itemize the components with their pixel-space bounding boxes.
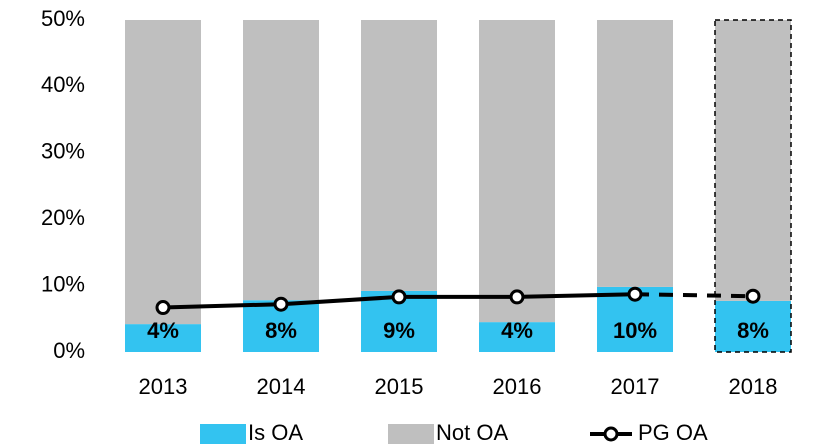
x-tick-label: 2018: [729, 374, 778, 399]
projected-outline: [714, 19, 792, 353]
y-tick-label: 30%: [41, 139, 85, 164]
line-marker: [509, 289, 525, 305]
bar-segment: [715, 20, 791, 301]
bar-segment: [479, 20, 555, 323]
line-marker: [155, 300, 171, 316]
bar-segment: [125, 324, 201, 352]
bar-segment: [243, 20, 319, 301]
bar-segment: [361, 20, 437, 291]
line-series-projected: [634, 292, 754, 299]
data-label: 8%: [737, 318, 769, 343]
bar-segment: [715, 300, 791, 352]
line-marker: [627, 286, 643, 302]
legend-label: Is OA: [248, 420, 303, 445]
bar-segment: [125, 20, 201, 325]
y-tick-label: 20%: [41, 205, 85, 230]
data-label: 10%: [613, 318, 657, 343]
legend-swatch: [200, 424, 246, 444]
line-marker: [391, 289, 407, 305]
data-label: 9%: [383, 318, 415, 343]
legend-label: PG OA: [638, 420, 708, 445]
legend-marker: [603, 426, 619, 442]
data-label: 4%: [501, 318, 533, 343]
x-tick-label: 2015: [375, 374, 424, 399]
y-tick-label: 50%: [41, 6, 85, 31]
y-tick-label: 10%: [41, 271, 85, 296]
data-label: 4%: [147, 318, 179, 343]
line-marker: [745, 288, 761, 304]
data-label: 8%: [265, 318, 297, 343]
legend-label: Not OA: [436, 420, 508, 445]
bar-segment: [479, 322, 555, 352]
line-marker: [273, 296, 289, 312]
x-tick-label: 2016: [493, 374, 542, 399]
x-tick-label: 2014: [257, 374, 306, 399]
legend-swatch: [388, 424, 434, 444]
x-tick-label: 2017: [611, 374, 660, 399]
y-tick-label: 0%: [53, 338, 85, 363]
y-tick-label: 40%: [41, 72, 85, 97]
bar-segment: [597, 20, 673, 287]
x-tick-label: 2013: [139, 374, 188, 399]
